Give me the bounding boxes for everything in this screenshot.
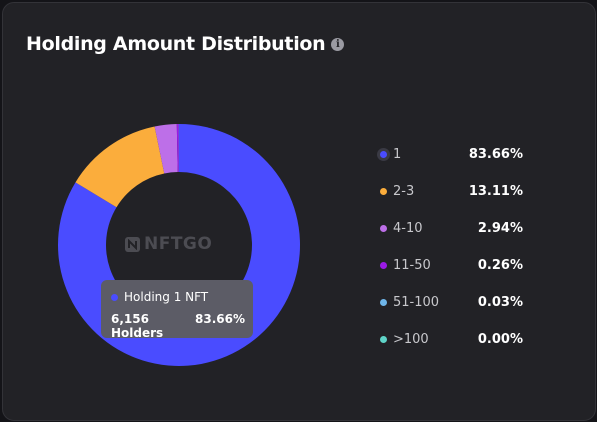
card-header: Holding Amount Distribution i [26,33,345,55]
legend-value: 2.94% [477,220,523,236]
legend-item[interactable]: 2-3 13.11% [380,180,523,202]
legend-label: 2-3 [393,183,415,199]
legend-color-dot [380,187,387,195]
tooltip-title: Holding 1 NFT [124,290,209,304]
donut-slice-2[interactable] [75,126,165,208]
legend-value: 83.66% [468,146,523,162]
legend-color-dot [380,224,387,232]
legend-color-dot [380,335,387,343]
tooltip-values: 6,156 Holders 83.66% [111,312,245,340]
tooltip-percent: 83.66% [195,312,245,326]
tooltip-header: Holding 1 NFT [111,290,208,304]
watermark-text: NFTGO [144,234,213,254]
legend-color-dot [380,261,387,269]
legend-label: >100 [393,331,429,347]
legend-label: 11-50 [393,257,431,273]
legend-item[interactable]: 11-50 0.26% [380,254,523,276]
donut-slice-4[interactable] [176,124,179,173]
donut-slice-3[interactable] [154,124,178,174]
tooltip-holders: 6,156 Holders [111,312,164,340]
legend-value: 0.00% [477,331,523,347]
legend-value: 0.03% [477,294,523,310]
legend-item[interactable]: >100 0.00% [380,328,523,350]
legend-color-dot [380,298,387,306]
nftgo-watermark: NFTGO [125,234,212,254]
tooltip-color-dot [111,293,118,301]
card-title: Holding Amount Distribution [26,33,326,55]
info-icon[interactable]: i [331,37,345,51]
legend-value: 13.11% [468,183,523,199]
legend-label: 1 [393,146,402,162]
nftgo-logo-icon [125,236,140,252]
chart-legend: 1 83.66% 2-3 13.11% 4-10 2.94% 11-50 0.26% 51-10… [380,143,523,365]
legend-color-dot [380,150,387,158]
legend-label: 4-10 [393,220,423,236]
chart-tooltip: Holding 1 NFT 6,156 Holders 83.66% [101,280,253,340]
legend-value: 0.26% [477,257,523,273]
legend-item[interactable]: 4-10 2.94% [380,217,523,239]
legend-item[interactable]: 51-100 0.03% [380,291,523,313]
legend-label: 51-100 [393,294,440,310]
legend-item[interactable]: 1 83.66% [380,143,523,165]
